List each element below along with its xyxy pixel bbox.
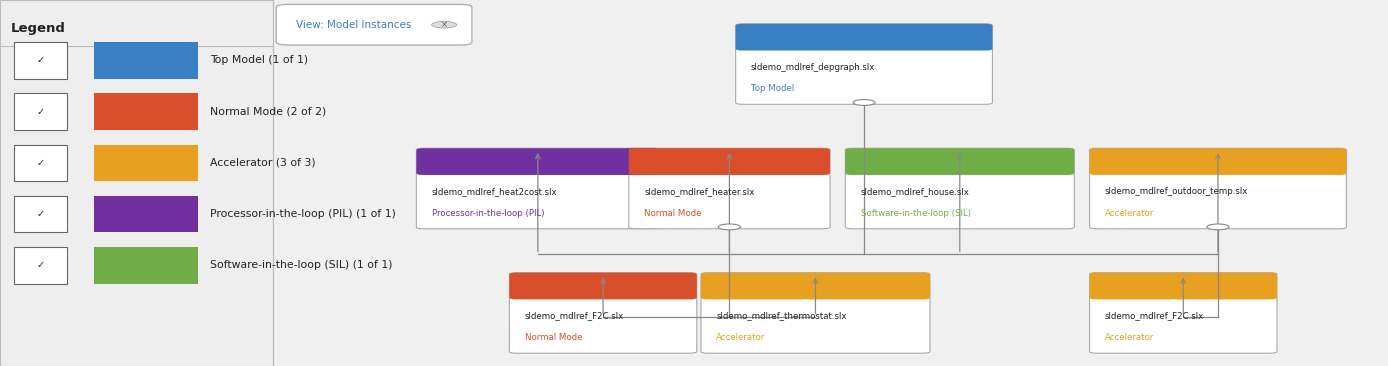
Text: Top Model: Top Model: [751, 84, 794, 93]
FancyBboxPatch shape: [701, 273, 930, 353]
Text: Accelerator: Accelerator: [1105, 209, 1153, 217]
FancyBboxPatch shape: [852, 150, 1067, 173]
FancyBboxPatch shape: [509, 273, 697, 353]
Text: ✓: ✓: [36, 260, 44, 270]
Text: Normal Mode: Normal Mode: [644, 209, 701, 217]
FancyBboxPatch shape: [423, 150, 652, 173]
FancyBboxPatch shape: [708, 274, 923, 298]
FancyBboxPatch shape: [14, 145, 67, 181]
Text: Processor-in-the-loop (PIL) (1 of 1): Processor-in-the-loop (PIL) (1 of 1): [210, 209, 396, 219]
Text: Software-in-the-loop (SIL): Software-in-the-loop (SIL): [861, 209, 970, 217]
FancyBboxPatch shape: [94, 196, 198, 232]
FancyBboxPatch shape: [709, 287, 922, 298]
FancyBboxPatch shape: [0, 0, 273, 366]
Text: sldemo_mdlref_depgraph.slx: sldemo_mdlref_depgraph.slx: [751, 63, 876, 72]
FancyBboxPatch shape: [94, 42, 198, 79]
FancyBboxPatch shape: [629, 148, 830, 175]
FancyBboxPatch shape: [743, 26, 985, 49]
Text: sldemo_mdlref_house.slx: sldemo_mdlref_house.slx: [861, 187, 969, 196]
FancyBboxPatch shape: [637, 163, 822, 173]
FancyBboxPatch shape: [629, 148, 830, 229]
Text: ✓: ✓: [36, 55, 44, 66]
Text: Accelerator (3 of 3): Accelerator (3 of 3): [210, 158, 315, 168]
FancyBboxPatch shape: [736, 24, 992, 104]
Text: sldemo_mdlref_F2C.slx: sldemo_mdlref_F2C.slx: [525, 311, 625, 321]
Circle shape: [852, 100, 876, 105]
FancyBboxPatch shape: [854, 163, 1066, 173]
FancyBboxPatch shape: [425, 163, 651, 173]
Text: View: Model Instances: View: Model Instances: [296, 20, 411, 30]
FancyBboxPatch shape: [744, 38, 984, 49]
FancyBboxPatch shape: [1098, 287, 1269, 298]
FancyBboxPatch shape: [1090, 273, 1277, 299]
FancyBboxPatch shape: [94, 93, 198, 130]
Text: Top Model (1 of 1): Top Model (1 of 1): [210, 55, 308, 66]
FancyBboxPatch shape: [1097, 150, 1339, 173]
FancyBboxPatch shape: [14, 247, 67, 284]
FancyBboxPatch shape: [636, 150, 823, 173]
FancyBboxPatch shape: [1098, 163, 1338, 173]
FancyBboxPatch shape: [701, 273, 930, 299]
FancyBboxPatch shape: [736, 24, 992, 51]
FancyBboxPatch shape: [1090, 273, 1277, 353]
FancyBboxPatch shape: [416, 148, 659, 175]
FancyBboxPatch shape: [1090, 148, 1346, 175]
Text: Accelerator: Accelerator: [1105, 333, 1153, 342]
FancyBboxPatch shape: [518, 287, 688, 298]
FancyBboxPatch shape: [14, 93, 67, 130]
Text: Accelerator: Accelerator: [716, 333, 765, 342]
FancyBboxPatch shape: [516, 274, 690, 298]
Circle shape: [719, 224, 741, 230]
Text: ×: ×: [440, 20, 448, 29]
FancyBboxPatch shape: [14, 196, 67, 232]
Circle shape: [1206, 224, 1230, 230]
Text: Processor-in-the-loop (PIL): Processor-in-the-loop (PIL): [432, 209, 544, 217]
FancyBboxPatch shape: [1090, 148, 1346, 229]
Text: ✓: ✓: [36, 158, 44, 168]
Text: sldemo_mdlref_thermostat.slx: sldemo_mdlref_thermostat.slx: [716, 311, 847, 321]
Text: Normal Mode: Normal Mode: [525, 333, 582, 342]
Text: sldemo_mdlref_outdoor_temp.slx: sldemo_mdlref_outdoor_temp.slx: [1105, 187, 1248, 196]
Text: Normal Mode (2 of 2): Normal Mode (2 of 2): [210, 107, 326, 117]
FancyBboxPatch shape: [509, 273, 697, 299]
Text: ✓: ✓: [36, 107, 44, 117]
Text: Software-in-the-loop (SIL) (1 of 1): Software-in-the-loop (SIL) (1 of 1): [210, 260, 391, 270]
FancyBboxPatch shape: [845, 148, 1074, 175]
FancyBboxPatch shape: [1097, 274, 1270, 298]
FancyBboxPatch shape: [94, 145, 198, 181]
Text: sldemo_mdlref_F2C.slx: sldemo_mdlref_F2C.slx: [1105, 311, 1205, 321]
Text: sldemo_mdlref_heat2cost.slx: sldemo_mdlref_heat2cost.slx: [432, 187, 558, 196]
Circle shape: [432, 21, 457, 28]
FancyBboxPatch shape: [416, 148, 659, 229]
FancyBboxPatch shape: [845, 148, 1074, 229]
Text: ✓: ✓: [36, 209, 44, 219]
FancyBboxPatch shape: [94, 247, 198, 284]
FancyBboxPatch shape: [276, 4, 472, 45]
FancyBboxPatch shape: [14, 42, 67, 79]
Text: sldemo_mdlref_heater.slx: sldemo_mdlref_heater.slx: [644, 187, 755, 196]
Text: Legend: Legend: [11, 22, 67, 35]
